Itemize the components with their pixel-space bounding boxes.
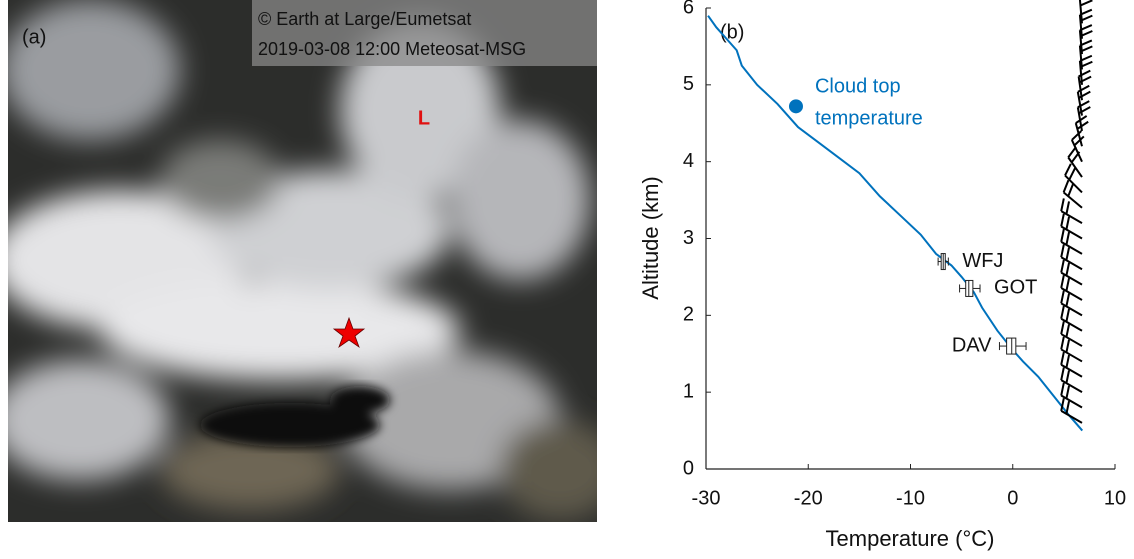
panel-label: (a) [22, 26, 46, 48]
y-tick-label: 1 [683, 380, 694, 402]
x-axis-label: Temperature (°C) [826, 526, 995, 551]
location-star [332, 316, 366, 349]
box [1006, 337, 1017, 355]
wind-barb [1060, 198, 1083, 224]
cloud-top-label: Cloud top [815, 76, 901, 98]
wind-barb [1074, 115, 1089, 147]
wind-barb [1062, 179, 1083, 209]
wind-barb [1060, 336, 1083, 363]
wind-barb [1060, 244, 1083, 271]
wind-barb [1060, 259, 1083, 286]
wind-barb [1060, 382, 1083, 409]
wind-barb [1067, 146, 1083, 178]
y-tick-label: 0 [683, 457, 694, 479]
x-tick-label: 10 [1104, 487, 1126, 509]
station-label: DAV [952, 334, 992, 356]
wind-barb [1060, 367, 1083, 394]
wind-barb [1060, 305, 1083, 332]
box [965, 279, 974, 297]
y-tick-label: 3 [683, 227, 694, 249]
x-tick-label: -30 [692, 487, 721, 509]
wind-barb [1078, 0, 1093, 24]
wind-barb [1060, 290, 1083, 317]
x-tick-label: 0 [1007, 487, 1018, 509]
credit-line: 2019-03-08 12:00 Meteosat-MSG [258, 39, 526, 59]
low-marker: L [418, 107, 430, 129]
wind-barb [1064, 163, 1083, 194]
station-label: GOT [994, 277, 1037, 299]
wind-barb [1060, 321, 1083, 347]
wind-barb [1070, 130, 1085, 163]
satellite-image [8, 0, 597, 522]
x-tick-label: -20 [794, 487, 823, 509]
profile-line [707, 15, 1084, 432]
y-tick-label: 6 [683, 0, 694, 18]
wind-barb [1060, 213, 1083, 240]
cloud-top-label: temperature [815, 108, 923, 130]
wind-barb [1060, 275, 1083, 301]
y-tick-label: 2 [683, 304, 694, 326]
y-axis-label: Altitude (km) [638, 176, 663, 299]
y-tick-label: 5 [683, 73, 694, 95]
x-tick-label: -10 [896, 487, 925, 509]
cloud-top-point [788, 99, 803, 114]
y-tick-label: 4 [683, 150, 694, 172]
panel-label: (b) [720, 21, 744, 43]
credit-line: © Earth at Large/Eumetsat [258, 9, 471, 29]
wind-barb [1060, 351, 1083, 378]
wind-barb [1060, 228, 1083, 255]
station-label: WFJ [962, 250, 1003, 272]
wind-barb [1060, 397, 1083, 424]
